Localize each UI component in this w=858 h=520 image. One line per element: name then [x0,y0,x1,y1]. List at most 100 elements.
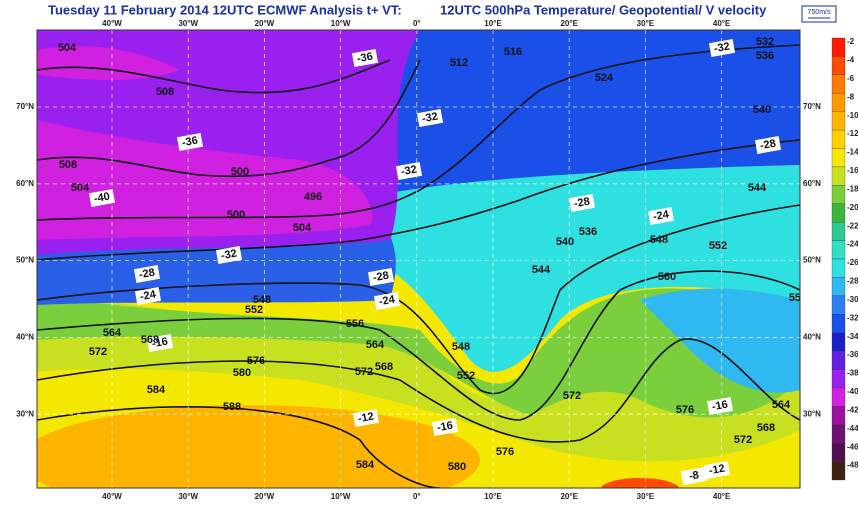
contour-label: 544 [748,182,767,194]
contour-label: 576 [676,404,694,416]
lon-label-bottom: 30°W [178,492,198,501]
lon-label-bottom: 40°W [102,492,122,501]
temperature-label-box [133,265,161,283]
lon-label-top: 30°E [637,19,655,28]
contour-label: 568 [375,361,393,373]
contour-label: 508 [156,86,174,98]
temperature-label-box [395,162,423,180]
contour-label: 516 [504,46,522,58]
lat-label-right: 70°N [803,102,821,111]
temperature-label-box [754,136,782,154]
temperature-label-box [708,39,736,57]
colorbar-label: -24 [847,240,858,249]
contour-label: 504 [293,222,312,234]
temperature-label-box [431,418,459,436]
field-orange [37,405,480,488]
colorbar-swatch [831,314,846,333]
contour-label: 572 [89,346,107,358]
title-right: 12UTC 500hPa Temperature/ Geopotential/ … [440,2,767,17]
colorbar-swatch [831,295,846,315]
contour-label: 532 [756,36,774,48]
contour-label: -16 [151,336,169,351]
lat-label-right: 30°N [803,409,821,418]
temperature-label-box [568,194,596,212]
temperature-label-box [134,287,162,305]
contour-label: -36 [356,51,374,66]
contour-label: 564 [366,339,385,351]
contour-label: -12 [357,411,375,426]
contour-label: 496 [304,191,322,203]
colorbar-swatch [831,277,846,296]
temperature-label-box [373,292,401,310]
colorbar-label: -26 [847,258,858,267]
contour-label: 572 [734,434,752,446]
temperature-label-box [367,268,395,286]
contour-label: 572 [563,390,581,402]
field-blue [300,30,800,195]
colorbar-swatch [831,93,846,112]
temperature-label-box [351,49,379,67]
map-frame [36,29,801,489]
lat-label-left: 60°N [16,179,34,188]
temperature-label-box [146,334,174,352]
colorbar-swatch [831,166,846,186]
colorbar-label: -30 [847,295,858,304]
colorbar-swatch [831,56,846,75]
lon-label-top: 40°W [102,19,122,28]
field-magenta-2 [37,46,180,80]
lon-label-top: 20°W [255,19,275,28]
colorbar-swatch [831,387,846,407]
contour-label: 548 [253,294,271,306]
colorbar-label: -16 [847,166,858,175]
colorbar-swatch [831,185,846,204]
contour-label: 504 [71,182,90,194]
lat-label-left: 50°N [16,256,34,265]
colorbar-swatch [831,406,846,425]
contour-label: 584 [147,384,166,396]
contour-label: 552 [709,240,727,252]
colorbar-label: -28 [847,277,858,286]
contour-label: -28 [372,270,390,285]
contour-label: 504 [58,42,77,54]
temperature-label-box [647,207,675,225]
map-area: 504 508 508 504 500 500 496 504 -36 -36 -40 -32 -32 -… [37,30,800,488]
contour-label: 500 [227,209,245,221]
colorbar-label: -36 [847,350,858,359]
lon-label-bottom: 30°E [637,492,655,501]
contour-label: -28 [759,138,777,153]
colorbar-label: -22 [847,221,858,230]
contour [37,44,800,221]
lon-label-top: 40°E [713,19,731,28]
colorbar-label: -32 [847,313,858,322]
temperature-label-box [703,461,731,479]
lat-label-right: 40°N [803,333,821,342]
colorbar-swatch [831,369,846,389]
lon-label-bottom: 10°W [331,492,351,501]
colorbar-label: -6 [847,74,855,83]
contour-label: 584 [356,459,375,471]
contour-label: 548 [650,234,668,246]
temperature-label-box [88,189,116,207]
contour-label: -24 [378,293,397,308]
lon-label-top: 10°E [484,19,502,28]
contour [37,270,800,421]
colorbar-swatch [831,148,846,168]
colorbar-swatch [831,111,846,131]
contour [37,204,800,395]
lon-label-bottom: 10°E [484,492,502,501]
contour-label: -8 [688,469,700,483]
colorbar-label: -46 [847,442,858,451]
contour-label: -28 [138,267,156,282]
lon-label-bottom: 20°E [560,492,578,501]
contour-label: 536 [579,226,597,238]
contour-label: -32 [713,41,731,56]
contour-label: -28 [573,196,591,211]
lon-label-top: 30°W [178,19,198,28]
field-blue-band [37,235,396,305]
lat-label-right: 60°N [803,179,821,188]
contour-label: 500 [231,166,249,178]
colorbar-swatch [831,203,846,223]
contour-label: 512 [450,57,468,69]
contour-label: 568 [757,422,775,434]
